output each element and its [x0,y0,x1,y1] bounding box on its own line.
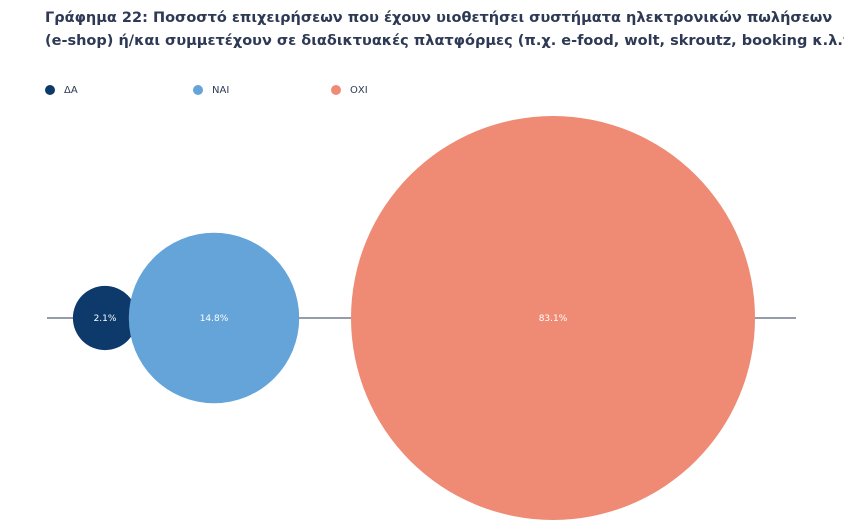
legend-item-oxi: ΟΧΙ [331,82,368,98]
bubble-group [72,116,755,520]
legend-item-nai: ΝΑΙ [193,82,229,98]
chart-title-line-2: (e-shop) ή/και συμμετέχουν σε διαδικτυακ… [45,33,844,49]
chart-title: Γράφημα 22: Ποσοστό επιχειρήσεων που έχο… [45,7,844,53]
bubble-da [72,285,138,351]
bubble-oxi [351,116,755,520]
bubble-label-group: 2.1% 14.8% 83.1% [94,314,568,324]
legend-swatch-oxi [331,85,341,95]
chart-legend: ΔΑ ΝΑΙ ΟΧΙ [45,82,445,98]
bubble-label-oxi: 83.1% [539,314,568,324]
legend-label-oxi: ΟΧΙ [350,84,368,96]
legend-item-da: ΔΑ [45,82,78,98]
chart-title-line-1: Γράφημα 22: Ποσοστό επιχειρήσεων που έχο… [45,10,833,26]
bubble-nai [128,232,300,404]
bubble-label-nai: 14.8% [200,314,229,324]
legend-swatch-nai [193,85,203,95]
legend-label-nai: ΝΑΙ [212,84,230,96]
bubble-label-da: 2.1% [94,314,117,324]
legend-label-da: ΔΑ [64,84,78,96]
legend-swatch-da [45,85,55,95]
